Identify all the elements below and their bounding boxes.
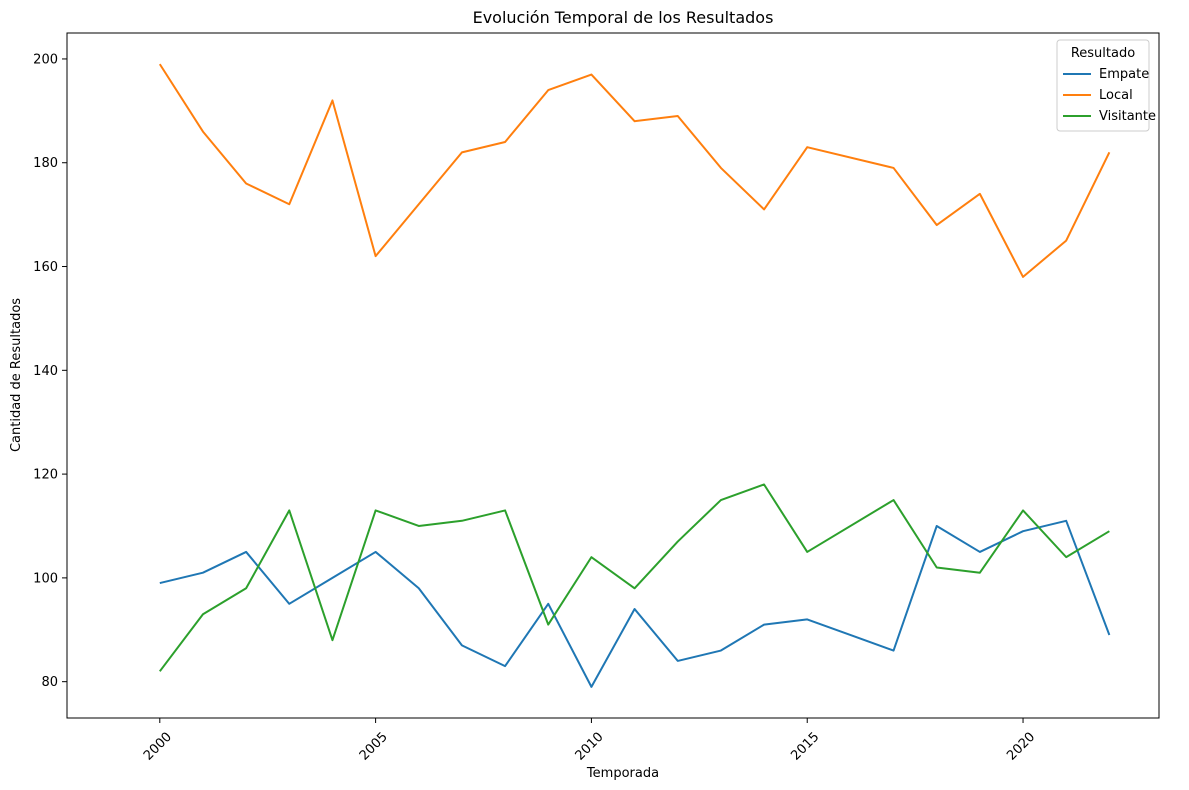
chart-title: Evolución Temporal de los Resultados xyxy=(473,8,774,27)
legend-title: Resultado xyxy=(1071,46,1135,61)
legend-label-visitante: Visitante xyxy=(1099,109,1156,124)
x-tick-label: 2015 xyxy=(788,730,822,764)
x-tick-label: 2005 xyxy=(357,730,391,764)
series-line-visitante xyxy=(159,483,1110,672)
y-tick-label: 200 xyxy=(33,52,58,67)
legend: Resultado Empate Local Visitante xyxy=(1056,39,1156,132)
y-tick-label: 180 xyxy=(33,156,58,171)
x-axis-label: Temporada xyxy=(586,766,659,781)
y-axis-label: Cantidad de Resultados xyxy=(9,298,24,452)
x-tick-label: 2000 xyxy=(141,730,175,764)
legend-label-empate: Empate xyxy=(1099,67,1149,82)
x-axis: 2000 2005 2010 2015 2020 xyxy=(141,718,1038,764)
y-axis: 80 100 120 140 160 180 200 xyxy=(33,52,67,690)
legend-label-local: Local xyxy=(1099,88,1133,103)
y-tick-label: 160 xyxy=(33,260,58,275)
y-tick-label: 120 xyxy=(33,468,58,483)
legend-box xyxy=(1056,39,1150,132)
plot-frame xyxy=(66,32,1160,719)
y-tick-label: 140 xyxy=(33,364,58,379)
series-line-empate xyxy=(159,519,1111,688)
y-tick-label: 80 xyxy=(41,675,58,690)
y-tick-label: 100 xyxy=(33,571,58,586)
series-line-local xyxy=(158,63,1111,278)
x-tick-label: 2020 xyxy=(1004,730,1038,764)
plot-area xyxy=(158,63,1111,688)
x-tick-label: 2010 xyxy=(573,730,607,764)
